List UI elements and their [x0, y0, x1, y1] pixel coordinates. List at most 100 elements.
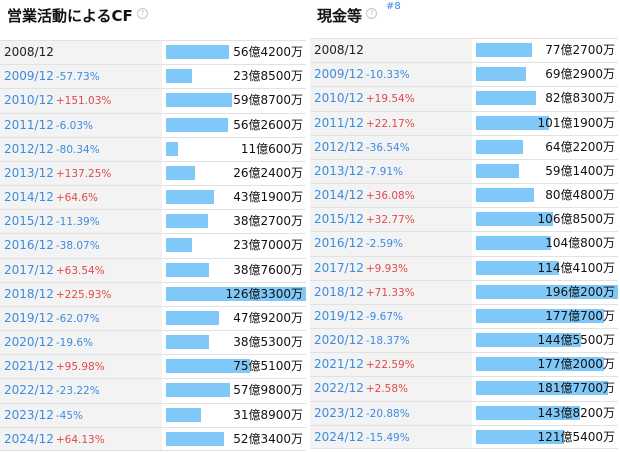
- value-bar: [166, 165, 195, 180]
- value-bar: [166, 407, 201, 422]
- row-label: 2012/12 -36.54%: [310, 135, 472, 159]
- year-link: 2008/12: [314, 43, 364, 57]
- value-text: 43億1900万: [233, 190, 303, 205]
- year-link[interactable]: 2024/12: [314, 429, 364, 444]
- value-text: 181億7700万: [537, 381, 615, 396]
- year-link[interactable]: 2022/12: [4, 383, 54, 398]
- cash-panel: 現金等? #8 2008/12 77億2700万 2009/12 -10.33% 69億…: [310, 0, 618, 449]
- value-bar: [166, 431, 224, 446]
- value-bar: [476, 260, 559, 275]
- year-link[interactable]: 2011/12: [314, 115, 364, 130]
- row-label: 2015/12 +32.77%: [310, 208, 472, 232]
- year-link[interactable]: 2017/12: [4, 262, 54, 277]
- year-link[interactable]: 2016/12: [4, 238, 54, 253]
- year-link[interactable]: 2020/12: [4, 335, 54, 350]
- year-link[interactable]: 2019/12: [314, 308, 364, 323]
- year-link[interactable]: 2010/12: [4, 93, 54, 108]
- value-text: 57億9800万: [233, 383, 303, 398]
- row-label: 2019/12 -9.67%: [310, 304, 472, 329]
- operating-cf-title: 営業活動によるCF?: [7, 5, 148, 26]
- year-link[interactable]: 2017/12: [314, 260, 364, 275]
- yoy-change: +137.25%: [55, 167, 112, 180]
- year-link[interactable]: 2009/12: [314, 67, 364, 82]
- year-link[interactable]: 2010/12: [314, 91, 364, 106]
- value-text: 56億4200万: [233, 45, 303, 59]
- table-row: 2023/12 -20.88% 143億8200万: [310, 400, 618, 425]
- year-link[interactable]: 2015/12: [314, 212, 364, 227]
- value-bar: [476, 357, 604, 372]
- year-link[interactable]: 2014/12: [314, 188, 364, 203]
- table-row: 2022/12 +2.58% 181億7700万: [310, 376, 618, 401]
- value-bar: [166, 359, 250, 374]
- year-link[interactable]: 2018/12: [314, 284, 364, 299]
- yoy-change: +151.03%: [55, 95, 112, 108]
- year-link[interactable]: 2014/12: [4, 190, 54, 205]
- table-row: 2008/12 56億4200万: [0, 40, 306, 65]
- year-link[interactable]: 2012/12: [314, 139, 364, 154]
- table-row: 2010/12 +151.03% 59億8700万: [0, 88, 306, 113]
- year-link[interactable]: 2012/12: [4, 141, 54, 156]
- year-link[interactable]: 2015/12: [4, 214, 54, 229]
- table-row: 2017/12 +9.93% 114億4100万: [310, 255, 618, 280]
- value-bar: [166, 262, 209, 277]
- question-circle-icon[interactable]: ?: [366, 8, 378, 19]
- value-text: 31億8900万: [233, 407, 303, 422]
- row-label: 2017/12 +9.93%: [310, 256, 472, 280]
- value-text: 26億2400万: [233, 165, 303, 180]
- yoy-change: -7.91%: [365, 165, 404, 178]
- yoy-change: +9.93%: [365, 262, 409, 275]
- table-row: 2018/12 +225.93% 126億3300万: [0, 281, 306, 306]
- value-text: 101億1900万: [537, 115, 615, 130]
- year-link[interactable]: 2021/12: [314, 357, 364, 372]
- value-text: 64億2200万: [545, 139, 615, 154]
- cash-rows: 2008/12 77億2700万 2009/12 -10.33% 69億2900万 201…: [310, 38, 618, 449]
- year-link[interactable]: 2024/12: [4, 431, 54, 446]
- table-row: 2019/12 -62.07% 47億9200万: [0, 305, 306, 331]
- row-label: 2013/12 +137.25%: [0, 161, 162, 186]
- row-label: 2018/12 +225.93%: [0, 282, 162, 306]
- rank-link[interactable]: #8: [386, 1, 401, 12]
- value-bar: [476, 67, 526, 82]
- question-circle-icon[interactable]: ?: [136, 8, 148, 19]
- year-link[interactable]: 2023/12: [4, 407, 54, 422]
- value-text: 52億3400万: [233, 431, 303, 446]
- row-label: 2018/12 +71.33%: [310, 280, 472, 304]
- year-link[interactable]: 2022/12: [314, 381, 364, 396]
- year-link[interactable]: 2020/12: [314, 333, 364, 348]
- value-text: 82億8300万: [545, 91, 615, 106]
- value-bar: [476, 139, 523, 154]
- year-link[interactable]: 2023/12: [314, 405, 364, 420]
- year-link[interactable]: 2021/12: [4, 359, 54, 374]
- yoy-change: -2.59%: [365, 238, 404, 251]
- row-label: 2014/12 +64.6%: [0, 186, 162, 210]
- row-label: 2009/12 -57.73%: [0, 65, 162, 89]
- value-bar: [476, 381, 608, 396]
- yoy-change: -57.73%: [55, 71, 100, 84]
- operating-cf-panel: 営業活動によるCF? 2008/12 56億4200万 2009/12 -57.73%…: [0, 0, 306, 451]
- year-link[interactable]: 2011/12: [4, 117, 54, 132]
- year-link[interactable]: 2009/12: [4, 69, 54, 84]
- row-label: 2012/12 -80.34%: [0, 137, 162, 161]
- year-link: 2008/12: [4, 45, 54, 59]
- table-row: 2012/12 -80.34% 11億600万: [0, 136, 306, 161]
- yoy-change: +63.54%: [55, 264, 105, 277]
- year-link[interactable]: 2018/12: [4, 286, 54, 301]
- table-row: 2021/12 +95.98% 75億5100万: [0, 354, 306, 379]
- row-label: 2013/12 -7.91%: [310, 159, 472, 184]
- value-text: 75億5100万: [233, 359, 303, 374]
- year-link[interactable]: 2016/12: [314, 236, 364, 251]
- yoy-change: +71.33%: [365, 286, 415, 299]
- row-label: 2010/12 +151.03%: [0, 89, 162, 113]
- row-label: 2019/12 -62.07%: [0, 306, 162, 331]
- row-label: 2022/12 -23.22%: [0, 379, 162, 403]
- year-link[interactable]: 2013/12: [314, 163, 364, 178]
- value-text: 23億7000万: [233, 238, 303, 253]
- row-label: 2008/12: [310, 39, 472, 63]
- year-link[interactable]: 2019/12: [4, 310, 54, 325]
- yoy-change: +2.58%: [365, 383, 409, 396]
- cash-title-text: 現金等: [317, 7, 363, 25]
- value-bar: [166, 141, 178, 156]
- row-label: 2017/12 +63.54%: [0, 258, 162, 282]
- year-link[interactable]: 2013/12: [4, 165, 54, 180]
- yoy-change: -11.39%: [55, 216, 100, 229]
